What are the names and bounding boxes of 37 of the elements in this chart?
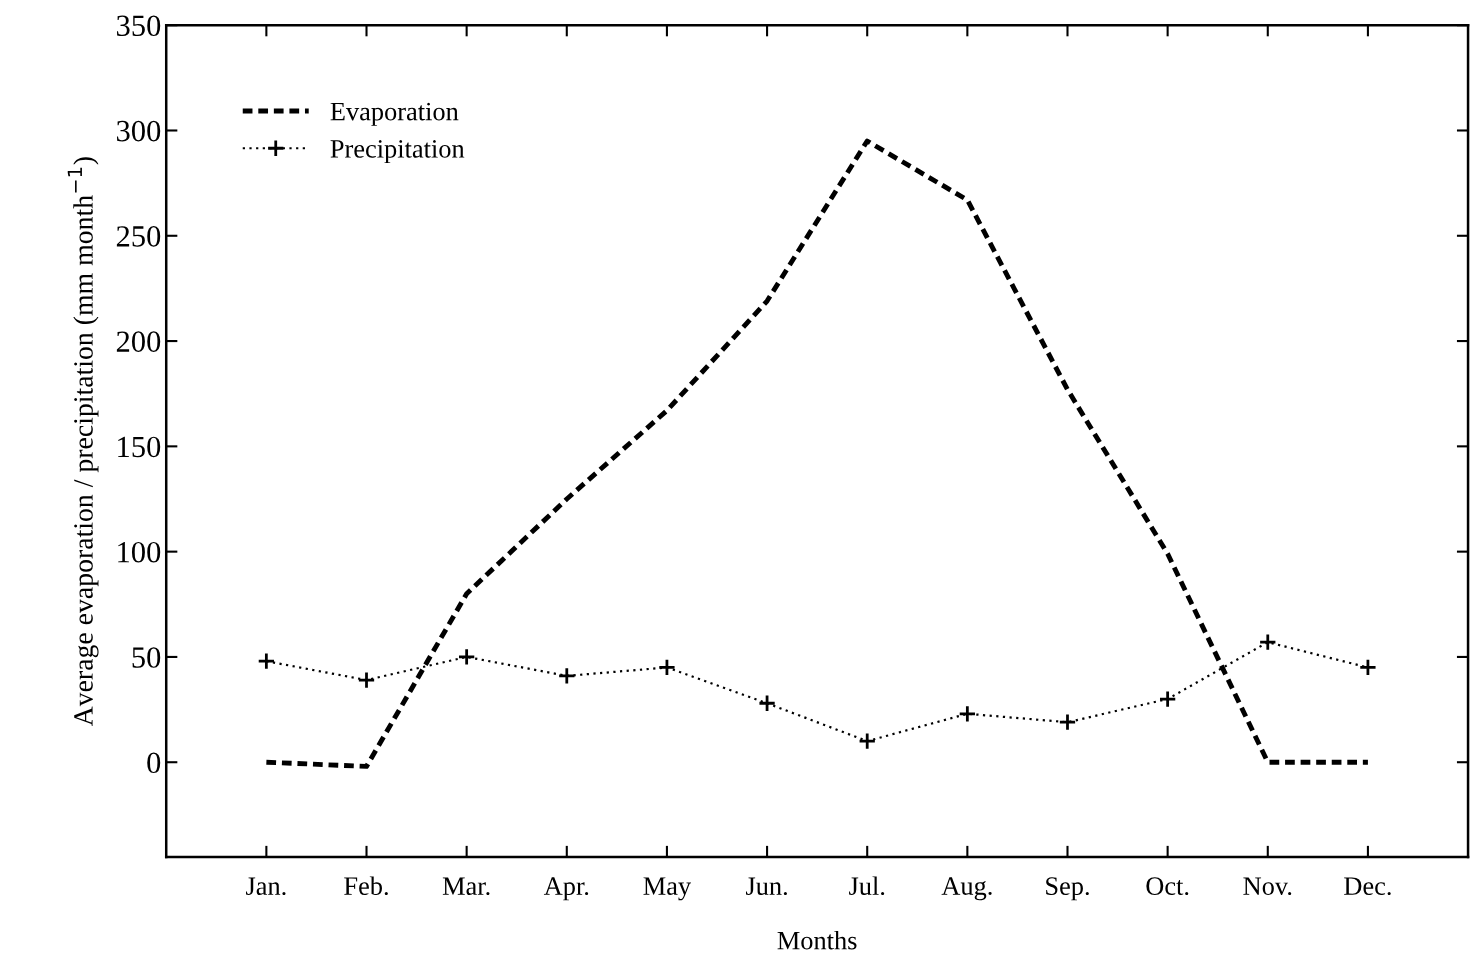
- point: [858, 732, 877, 751]
- point: [1158, 690, 1177, 709]
- legend-label: Evaporation: [330, 102, 459, 126]
- x-axis-title: Months: [777, 930, 857, 950]
- x-tick-label: May: [643, 877, 692, 901]
- x-tick-label: Nov.: [1243, 877, 1292, 896]
- point: [1358, 658, 1377, 677]
- point: [1058, 713, 1077, 732]
- y-tick-label: 200: [116, 331, 161, 352]
- x-tick-label: Jul.: [849, 876, 885, 896]
- x-tick-label: Jan.: [246, 877, 286, 896]
- y-tick-label: 300: [116, 120, 161, 142]
- y-tick-label: 100: [118, 541, 161, 563]
- point: [657, 658, 676, 677]
- x-tick-label: Feb.: [344, 876, 388, 896]
- x-tick-label: Oct.: [1146, 877, 1189, 896]
- point: [958, 704, 977, 723]
- x-tick-label: Mar.: [442, 877, 490, 896]
- y-axis-title: Average evaporation / precipitation (mm month$^{−1}$): [67, 157, 99, 727]
- point: [1258, 633, 1277, 652]
- y-tick-label: 350: [116, 15, 161, 37]
- x-tick-label: Sep.: [1046, 877, 1089, 901]
- line-series: [263, 138, 1371, 769]
- y-tick-label: 0: [147, 752, 161, 774]
- point: [457, 647, 476, 666]
- point: [557, 666, 576, 685]
- point: [357, 671, 376, 690]
- y-tick-label: 150: [118, 436, 161, 458]
- x-tick-label: Dec.: [1344, 877, 1391, 896]
- y-tick-label: 250: [116, 226, 161, 247]
- point: [758, 694, 777, 713]
- y-tick-label: 50: [132, 647, 161, 668]
- x-tick-label: Apr.: [543, 877, 589, 901]
- x-tick-label: Jun.: [745, 877, 787, 896]
- x-tick-label: Aug.: [941, 877, 992, 901]
- legend-label: Precipitation: [330, 140, 465, 164]
- point: [257, 652, 276, 671]
